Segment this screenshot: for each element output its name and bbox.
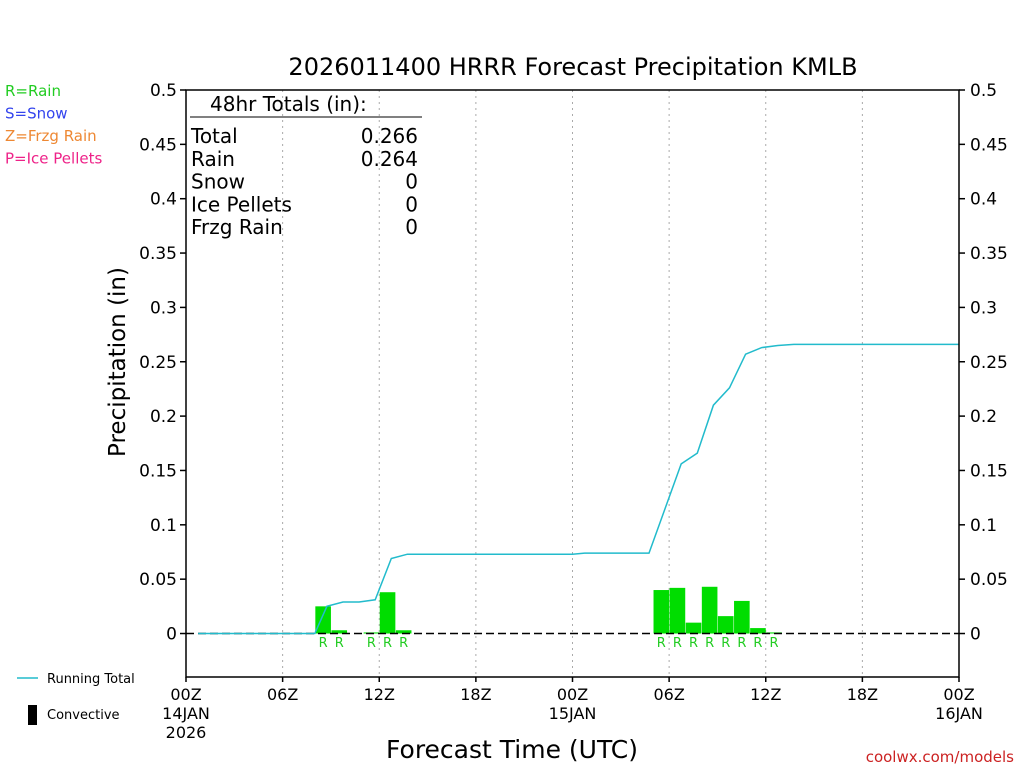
precip-bar [653, 590, 670, 634]
y-tick-label: 0.1 [150, 516, 177, 536]
y-tick-label-right: 0.45 [970, 135, 1008, 155]
precip-bar [315, 606, 331, 634]
precip-bar [331, 630, 348, 634]
ptype-marker: R [705, 636, 714, 651]
totals-row-value: 0.264 [361, 147, 418, 171]
precip-bar [701, 586, 718, 634]
ptype-legend-item: S=Snow [5, 105, 68, 123]
y-tick-label: 0.35 [139, 244, 177, 264]
y-tick-label: 0.3 [150, 298, 177, 318]
totals-row-label: Ice Pellets [191, 192, 292, 216]
totals-row-value: 0 [405, 215, 418, 239]
ptype-marker: R [673, 636, 682, 651]
y-axis-right: 0 0.05 0.1 0.15 0.2 0.25 0.3 0.35 0.4 0.45 0.5 [959, 81, 1008, 645]
y-tick-label: 0.45 [139, 135, 177, 155]
ptype-marker: R [319, 636, 328, 651]
precip-bar [379, 592, 396, 634]
totals-row-label: Frzg Rain [191, 215, 283, 239]
ptype-marker: R [383, 636, 392, 651]
running-total-line [198, 343, 959, 635]
y-tick-label-right: 0.3 [970, 298, 997, 318]
precip-type-legend: R=Rain S=Snow Z=Frzg Rain P=Ice Pellets [5, 82, 102, 168]
credit-text: coolwx.com/models [866, 748, 1014, 766]
y-tick-label-right: 0.1 [970, 516, 997, 536]
y-tick-label-right: 0.2 [970, 407, 997, 427]
y-tick-label-right: 0.25 [970, 353, 1008, 373]
ptype-marker: R [737, 636, 746, 651]
legend-label: Convective [47, 708, 120, 723]
x-tick-date: 16JAN [935, 704, 983, 723]
y-tick-label: 0 [166, 625, 177, 645]
precip-bar [669, 587, 686, 634]
totals-header: 48hr Totals (in): [210, 92, 367, 116]
ptype-marker: R [399, 636, 408, 651]
y-axis-label: Precipitation (in) [105, 267, 131, 457]
totals-rows: Total 0.266 Rain 0.264 Snow 0 Ice Pellets 0 Frzg… [190, 124, 418, 239]
x-tick-label: 06Z [267, 685, 298, 704]
ptype-marker: R [770, 636, 779, 651]
y-tick-label: 0.4 [150, 190, 177, 210]
x-tick-label: 00Z [557, 685, 588, 704]
legend-bar-swatch [28, 705, 37, 725]
x-tick-label: 06Z [653, 685, 684, 704]
totals-row-value: 0 [405, 192, 418, 216]
ptype-marker: R [335, 636, 344, 651]
totals-row-label: Rain [191, 147, 235, 171]
ptype-marker: R [367, 636, 376, 651]
x-tick-label: 12Z [364, 685, 395, 704]
x-tick-date: 15JAN [549, 704, 597, 723]
y-tick-label: 0.05 [139, 570, 177, 590]
chart-title: 2026011400 HRRR Forecast Precipitation K… [288, 53, 857, 81]
totals-row-label: Total [190, 124, 238, 148]
precip-bar [734, 600, 750, 634]
x-tick-label: 18Z [460, 685, 491, 704]
x-tick-date: 14JAN [162, 704, 210, 723]
x-tick-year: 2026 [166, 723, 207, 742]
precip-bar [395, 630, 412, 634]
y-tick-label-right: 0.35 [970, 244, 1008, 264]
y-tick-label-right: 0.4 [970, 190, 997, 210]
totals-box: 48hr Totals (in): Total 0.266 Rain 0.264 Sno… [190, 92, 422, 239]
y-tick-label: 0.5 [150, 81, 177, 101]
y-tick-label: 0.2 [150, 407, 177, 427]
y-tick-label-right: 0.05 [970, 570, 1008, 590]
totals-row-value: 0.266 [361, 124, 418, 148]
x-tick-label: 18Z [847, 685, 878, 704]
ptype-marker: R [753, 636, 762, 651]
grid-lines [282, 90, 863, 677]
ptype-legend-item: Z=Frzg Rain [5, 127, 97, 145]
precip-bar [750, 628, 766, 634]
ptype-legend-item: P=Ice Pellets [5, 150, 102, 168]
x-tick-label: 00Z [170, 685, 201, 704]
series-legend: Running Total Convective [17, 672, 135, 725]
x-tick-label: 12Z [750, 685, 781, 704]
precip-bar [717, 616, 734, 634]
y-tick-label: 0.25 [139, 353, 177, 373]
totals-row-label: Snow [191, 170, 245, 194]
ptype-marker: R [689, 636, 698, 651]
y-tick-label: 0.15 [139, 461, 177, 481]
y-axis-left: 0 0.05 0.1 0.15 0.2 0.25 0.3 0.35 0.4 0.45 0.5 [139, 81, 186, 645]
x-axis-label: Forecast Time (UTC) [386, 735, 638, 764]
ptype-marker: R [657, 636, 666, 651]
ptype-legend-item: R=Rain [5, 82, 61, 100]
y-tick-label-right: 0.15 [970, 461, 1008, 481]
ptype-marker: R [721, 636, 730, 651]
y-tick-label-right: 0 [970, 625, 981, 645]
y-tick-label-right: 0.5 [970, 81, 997, 101]
x-tick-label: 00Z [943, 685, 974, 704]
precip-bar [685, 622, 702, 634]
legend-label: Running Total [47, 672, 135, 687]
running-total-series [198, 343, 959, 635]
totals-row-value: 0 [405, 170, 418, 194]
